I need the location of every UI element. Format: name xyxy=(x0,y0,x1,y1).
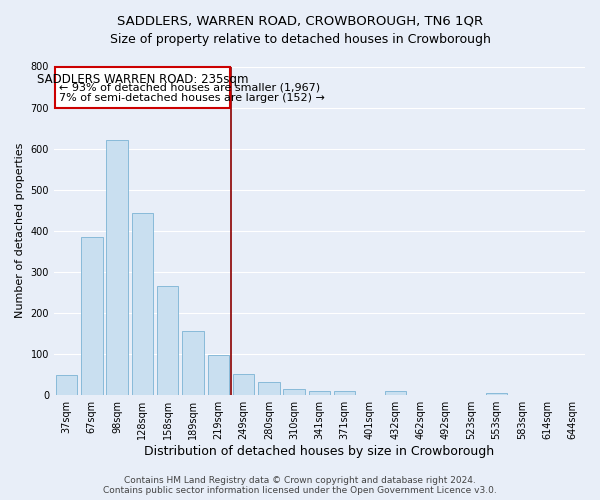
Bar xyxy=(334,392,355,394)
Text: Contains HM Land Registry data © Crown copyright and database right 2024.
Contai: Contains HM Land Registry data © Crown c… xyxy=(103,476,497,495)
Y-axis label: Number of detached properties: Number of detached properties xyxy=(15,143,25,318)
Bar xyxy=(157,286,178,395)
Bar xyxy=(233,374,254,394)
Bar xyxy=(81,237,103,394)
Text: ← 93% of detached houses are smaller (1,967): ← 93% of detached houses are smaller (1,… xyxy=(59,83,320,93)
Bar xyxy=(56,376,77,394)
Bar xyxy=(106,140,128,394)
Bar xyxy=(385,392,406,394)
Bar xyxy=(309,392,330,394)
Bar xyxy=(208,356,229,395)
Text: SADDLERS WARREN ROAD: 235sqm: SADDLERS WARREN ROAD: 235sqm xyxy=(37,72,248,86)
X-axis label: Distribution of detached houses by size in Crowborough: Distribution of detached houses by size … xyxy=(145,444,494,458)
FancyBboxPatch shape xyxy=(55,66,230,108)
Bar xyxy=(486,392,507,394)
Text: 7% of semi-detached houses are larger (152) →: 7% of semi-detached houses are larger (1… xyxy=(59,93,325,103)
Text: Size of property relative to detached houses in Crowborough: Size of property relative to detached ho… xyxy=(110,32,490,46)
Bar xyxy=(258,382,280,394)
Bar xyxy=(131,213,153,394)
Bar xyxy=(182,331,204,394)
Bar xyxy=(283,389,305,394)
Text: SADDLERS, WARREN ROAD, CROWBOROUGH, TN6 1QR: SADDLERS, WARREN ROAD, CROWBOROUGH, TN6 … xyxy=(117,15,483,28)
